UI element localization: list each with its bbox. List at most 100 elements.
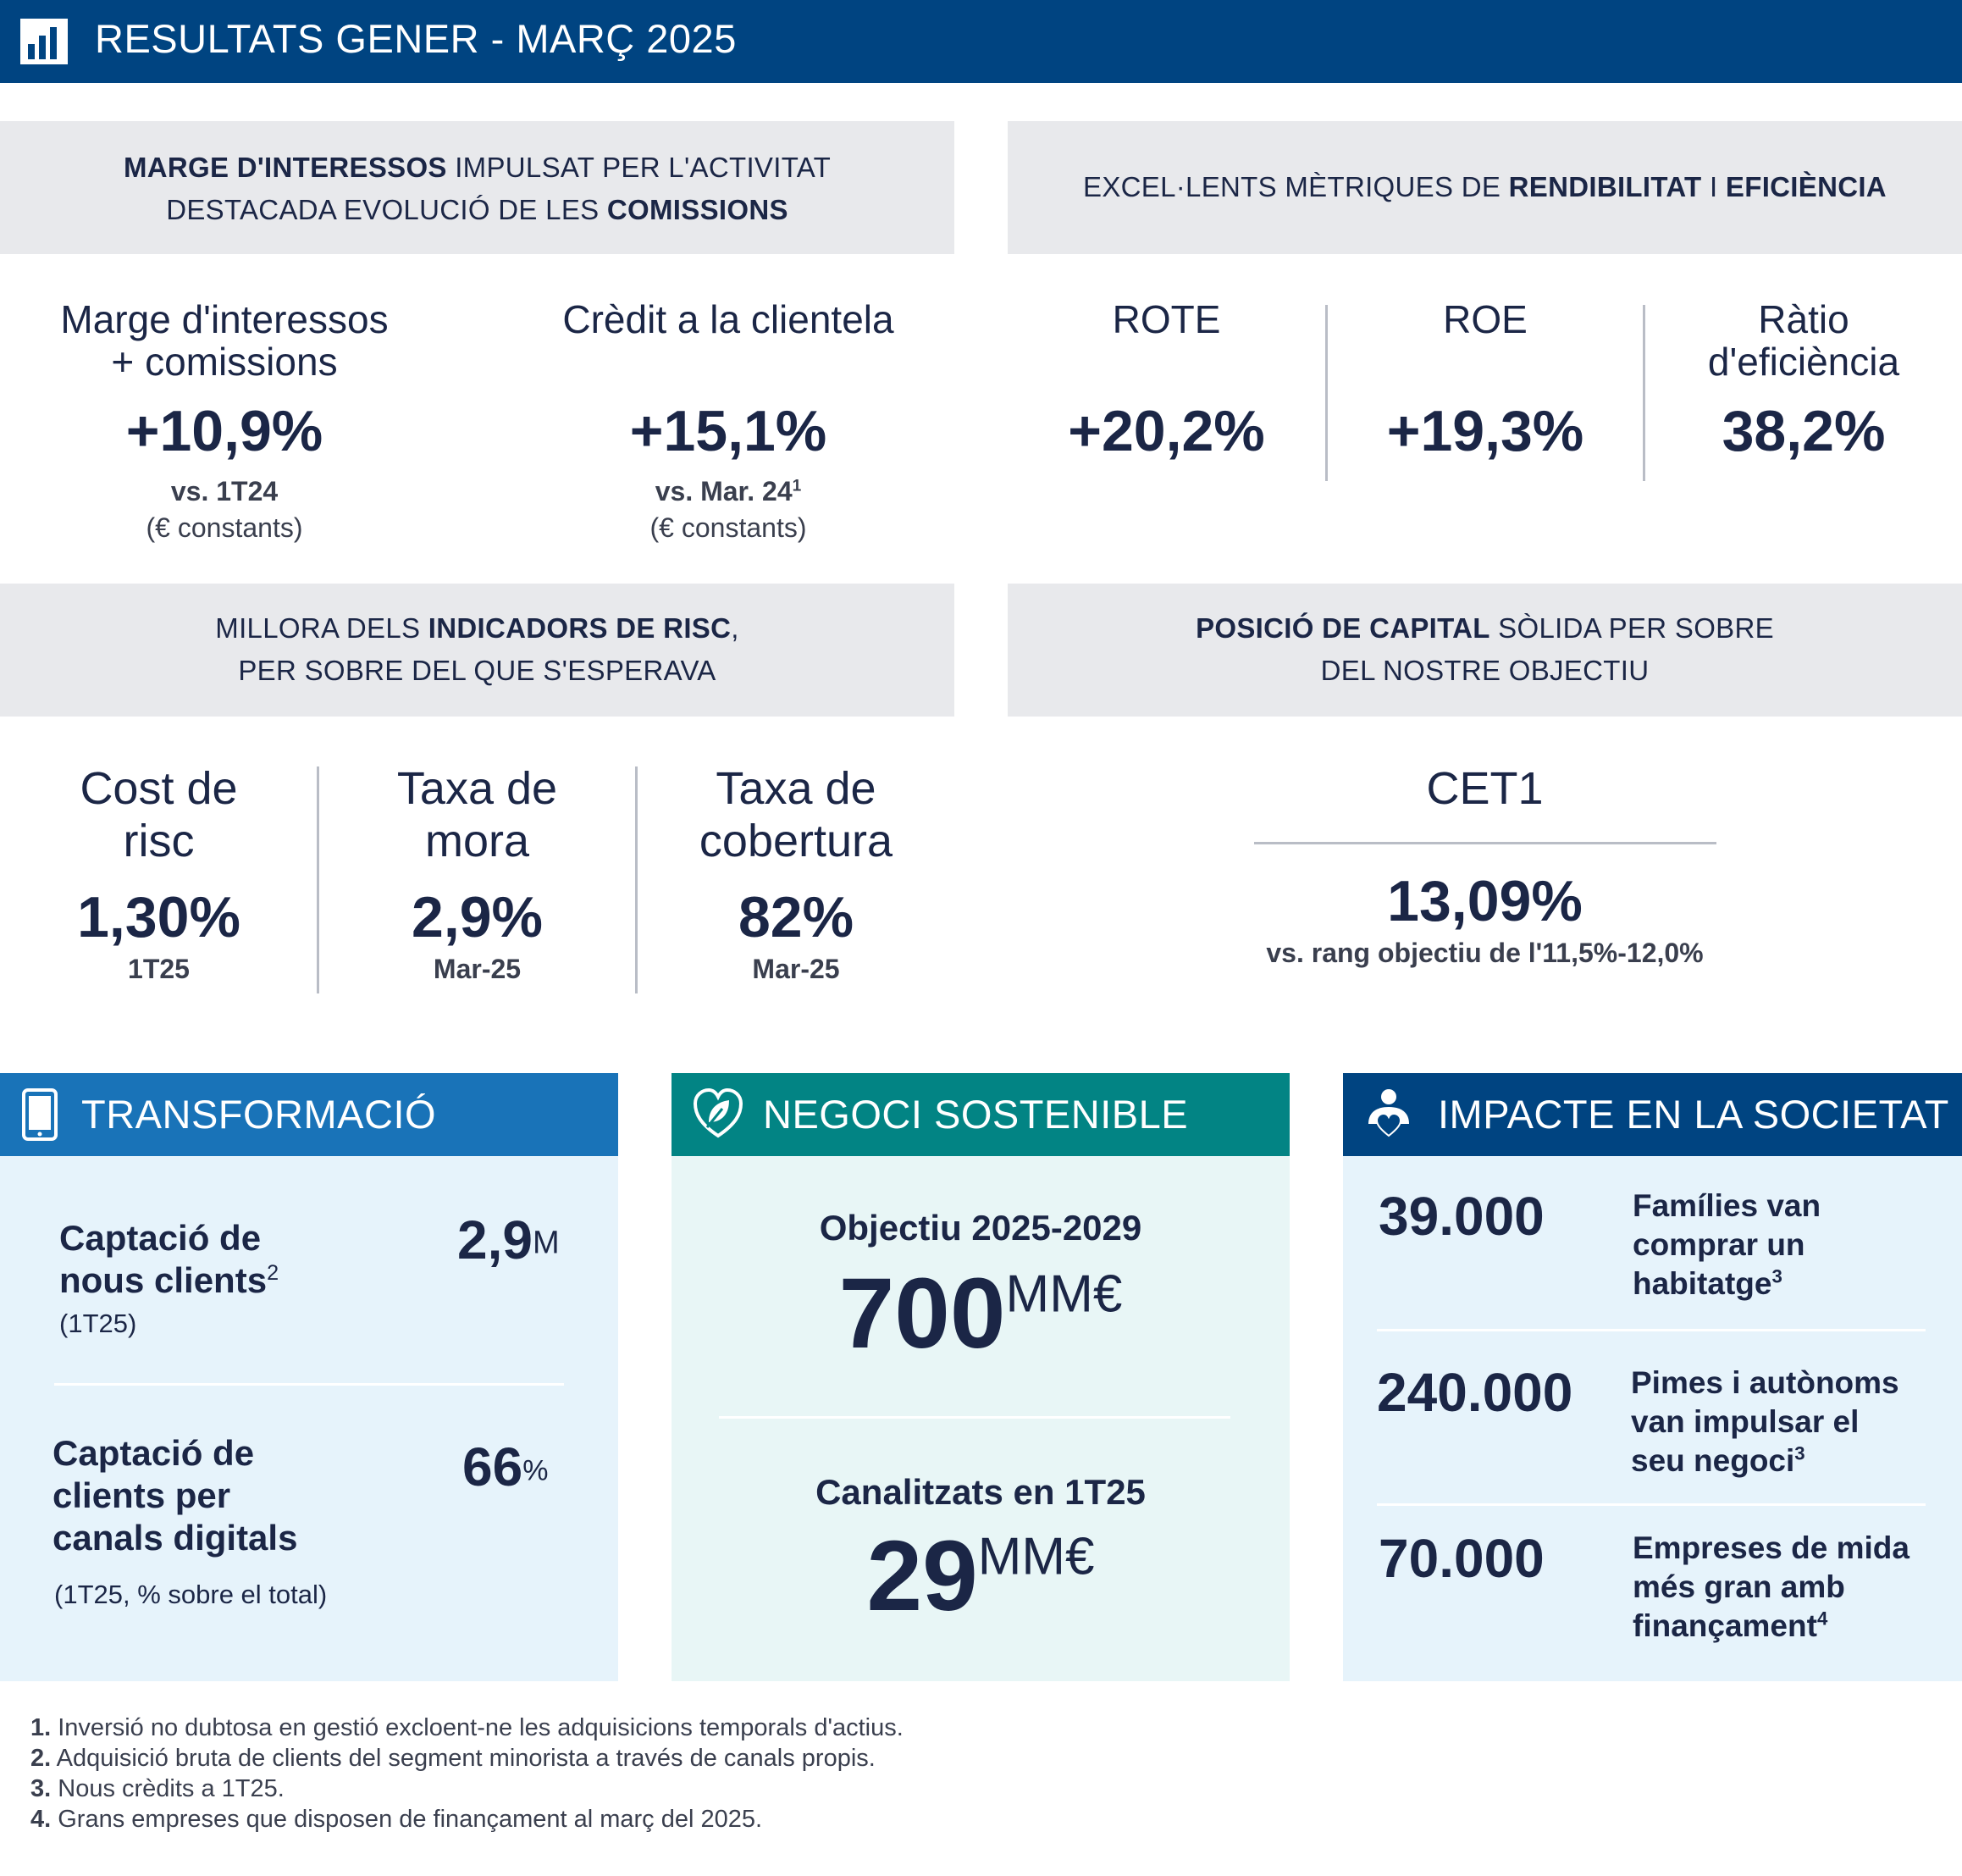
kpi-note: (€ constants) [649, 512, 807, 543]
kpi-roe: ROE +19,3% [1328, 298, 1643, 464]
band-text: MILLORA DELS [215, 612, 428, 644]
band-text: PER SOBRE DEL QUE S'ESPERAVA [238, 655, 716, 686]
divider [1325, 305, 1328, 481]
kpi-value: +19,3% [1386, 399, 1584, 463]
metric-number: 700 [838, 1258, 1006, 1370]
metric-label-line: clients per [53, 1475, 231, 1515]
kpi-rote: ROTE +20,2% [1008, 298, 1325, 464]
band-text: , [731, 612, 739, 644]
kpi-label: Crèdit a la clientela [562, 297, 894, 341]
footnote: 1. Inversió no dubtosa en gestió excloen… [30, 1713, 1893, 1743]
kpi-sub: vs. Mar. 24 [655, 476, 793, 506]
footnote-text: Grans empreses que disposen de finançame… [58, 1806, 763, 1833]
metric-label-line: canals digitals [53, 1518, 298, 1558]
band-text: DESTACADA EVOLUCIÓ DE LES [166, 194, 607, 225]
divider [317, 766, 319, 993]
panel-title: NEGOCI SOSTENIBLE [763, 1092, 1189, 1137]
metric-unit: M [532, 1225, 560, 1261]
metric-label-line: van impulsar el [1631, 1404, 1860, 1439]
bar-chart-icon [20, 19, 68, 64]
people-heart-icon [1368, 1089, 1409, 1137]
divider [719, 1416, 1230, 1419]
kpi-label: CET1 [1426, 763, 1544, 814]
kpi-value: +10,9% [125, 399, 323, 463]
footnote-ref: 2 [267, 1261, 279, 1285]
footnote: 4. Grans empreses que disposen de finanç… [30, 1804, 1893, 1834]
kpi-value: 2,9% [412, 885, 543, 949]
divider [1643, 305, 1645, 481]
kpi-npl: Taxa de mora 2,9% Mar-25 [319, 762, 635, 985]
mobile-phone-icon [22, 1088, 58, 1141]
page-title: RESULTATS GENER - MARÇ 2025 [95, 16, 737, 61]
kpi-note: (€ constants) [146, 512, 303, 543]
footnote: 2. Adquisició bruta de clients del segme… [30, 1743, 1893, 1774]
section-band-capital: POSICIÓ DE CAPITAL SÒLIDA PER SOBRE DEL … [1008, 584, 1962, 717]
section-band-profitability: EXCEL·LENTS MÈTRIQUES DE RENDIBILITAT I … [1008, 121, 1962, 254]
kpi-credit: Crèdit a la clientela +15,1% vs. Mar. 24… [525, 298, 931, 544]
kpi-sub: Mar-25 [752, 954, 840, 984]
kpi-label: Marge d'interessos [60, 297, 389, 341]
metric-label: Captació de clients per canals digitals [53, 1432, 297, 1559]
metric-unit: MM€ [977, 1527, 1095, 1586]
band-text: IMPULSAT PER L'ACTIVITAT [446, 152, 832, 183]
panel-header-society: IMPACTE EN LA SOCIETAT [1343, 1073, 1962, 1156]
divider [54, 1383, 564, 1386]
band-text: DEL NOSTRE OBJECTIU [1320, 655, 1650, 686]
kpi-value: +15,1% [629, 399, 827, 463]
footnote-ref: 4 [1816, 1608, 1828, 1630]
kpi-efficiency: Ràtio d'eficiència 38,2% [1645, 298, 1962, 464]
metric-label-line: seu negoci [1631, 1443, 1795, 1478]
band-bold-text: EFICIÈNCIA [1725, 171, 1887, 202]
metric-label: Objectiu 2025-2029 [819, 1208, 1142, 1248]
kpi-margin: Marge d'interessos + comissions +10,9% v… [25, 298, 423, 544]
metric-value: 2,9M [457, 1209, 560, 1271]
section-band-margin: MARGE D'INTERESSOS IMPULSAT PER L'ACTIVI… [0, 121, 954, 254]
footnote-number: 2. [30, 1745, 52, 1772]
footnote-number: 1. [30, 1714, 52, 1741]
panel-title: IMPACTE EN LA SOCIETAT [1438, 1092, 1949, 1137]
metric-label-line: comprar un [1633, 1227, 1805, 1262]
kpi-cet1: CET1 13,09% vs. rang objectiu de l'11,5%… [1185, 762, 1784, 969]
panel-body-sustainable: Objectiu 2025-2029 700MM€ Canalitzats en… [672, 1156, 1290, 1681]
panel-header-transformation: TRANSFORMACIÓ [0, 1073, 618, 1156]
footnote: 3. Nous crèdits a 1T25. [30, 1774, 1893, 1804]
metric-number: 39.000 [1379, 1186, 1545, 1247]
divider [1377, 1329, 1926, 1331]
panel-title: TRANSFORMACIÓ [81, 1092, 437, 1137]
kpi-label: Taxa de [396, 763, 558, 814]
metric-value: 66% [462, 1436, 548, 1498]
kpi-value: 82% [738, 885, 854, 949]
band-text: I [1701, 171, 1726, 202]
footnote-text: Inversió no dubtosa en gestió excloent-n… [58, 1714, 904, 1741]
divider [1253, 842, 1716, 844]
metric-value: 29MM€ [672, 1519, 1290, 1634]
metric-number: 70.000 [1379, 1528, 1545, 1589]
metric-number: 2,9 [457, 1209, 533, 1270]
kpi-label: risc [123, 816, 195, 866]
kpi-sub: 1T25 [128, 954, 190, 984]
divider [635, 766, 638, 993]
kpi-label: ROTE [1112, 297, 1221, 341]
band-bold-text: COMISSIONS [606, 194, 788, 225]
metric-label-line: Captació de [53, 1433, 255, 1473]
band-bold-text: INDICADORS DE RISC [428, 612, 732, 644]
panel-header-sustainable: NEGOCI SOSTENIBLE [672, 1073, 1290, 1156]
kpi-label: Cost de [80, 763, 238, 814]
footnote-text: Nous crèdits a 1T25. [58, 1775, 285, 1802]
footnote-ref: 3 [1794, 1442, 1805, 1464]
kpi-sub: vs. rang objectiu de l'11,5%-12,0% [1266, 938, 1704, 968]
panel-body-transformation: Captació de nous clients2 (1T25) 2,9M Ca… [0, 1156, 618, 1681]
metric-label-line: Pimes i autònoms [1631, 1365, 1899, 1400]
kpi-label: d'eficiència [1707, 340, 1900, 384]
kpi-value: 13,09% [1387, 869, 1583, 933]
kpi-value: 1,30% [77, 885, 240, 949]
metric-label: Captació de nous clients2 [59, 1217, 279, 1302]
metric-label-line: habitatge [1633, 1266, 1772, 1301]
band-text: SÒLIDA PER SOBRE [1489, 612, 1774, 644]
section-band-risk: MILLORA DELS INDICADORS DE RISC, PER SOB… [0, 584, 954, 717]
footnote-text: Adquisició bruta de clients del segment … [56, 1745, 876, 1772]
metric-label-line: Empreses de mida [1633, 1530, 1909, 1565]
metric-unit: % [522, 1454, 549, 1487]
kpi-sub: Mar-25 [433, 954, 522, 984]
metric-number: 66 [462, 1436, 523, 1497]
